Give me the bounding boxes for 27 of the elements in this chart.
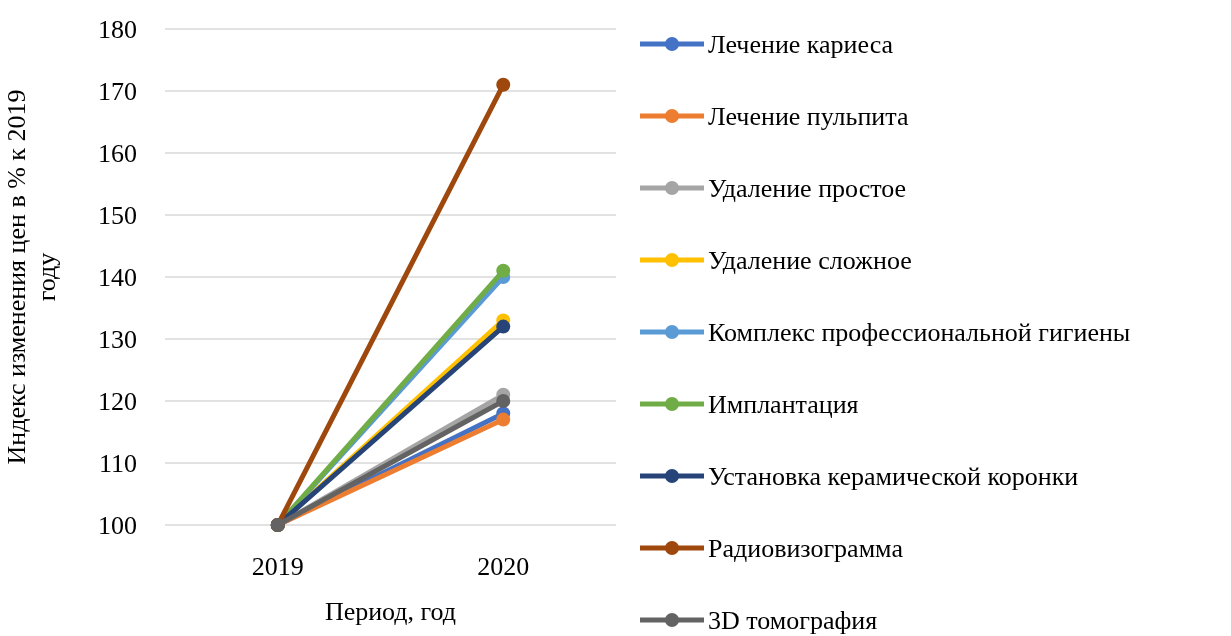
y-tick-label: 110 (98, 449, 137, 479)
y-tick-label: 120 (98, 387, 137, 417)
y-tick-label: 150 (98, 201, 137, 231)
y-axis-title: Индекс изменения цен в % к 2019 году (2, 89, 61, 465)
legend-label: Комплекс профессиональной гигиены (708, 318, 1131, 348)
y-tick-label: 140 (98, 263, 137, 293)
legend-label: Имплантация (708, 390, 859, 420)
y-tick-label: 170 (98, 77, 137, 107)
x-tick-label: 2019 (251, 552, 304, 581)
point (496, 412, 511, 427)
y-tick-label: 100 (98, 511, 137, 541)
legend-label: Лечение кариеса (708, 30, 894, 60)
y-tick-label: 160 (98, 139, 137, 169)
point (496, 319, 511, 334)
x-tick-label: 2020 (477, 552, 530, 581)
legend-label: Удаление простое (708, 174, 907, 204)
x-axis-title: Период, год (324, 597, 457, 626)
y-tick-label: 180 (98, 15, 137, 45)
y-tick-label: 130 (98, 325, 137, 355)
legend-label: Лечение пульпита (708, 102, 909, 132)
legend-label: Установка керамической коронки (708, 462, 1079, 492)
point (496, 263, 511, 278)
point (496, 394, 511, 408)
legend-label: Удаление сложное (708, 246, 912, 276)
point (496, 77, 511, 92)
legend-label: Радиовизограмма (708, 534, 904, 564)
legend-label: 3D томография (708, 606, 878, 636)
